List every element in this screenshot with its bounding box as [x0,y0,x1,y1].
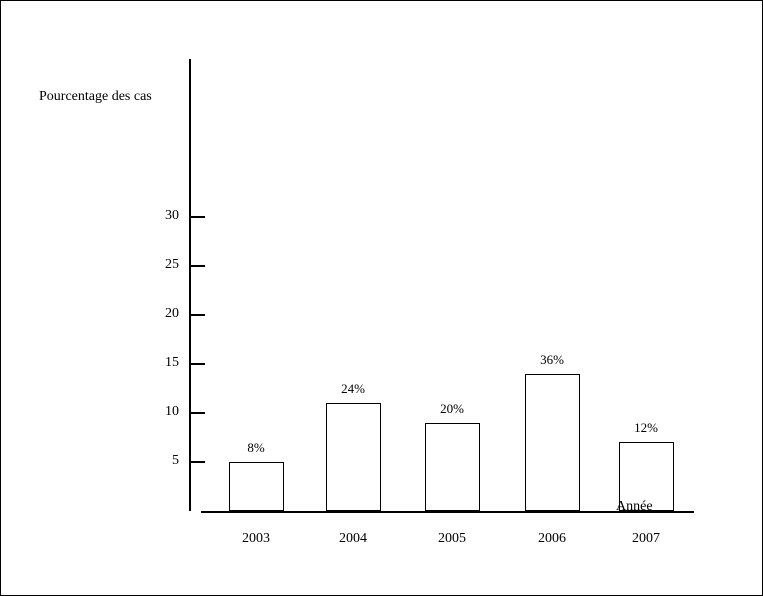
y-axis-title: Pourcentage des cas [39,89,152,105]
y-axis-line [189,59,191,511]
x-tick-label: 2003 [226,531,286,547]
bar-value-label: 20% [422,401,482,417]
y-tick-label: 20 [139,306,179,322]
y-tick [191,363,205,365]
bar [525,374,580,511]
bar-value-label: 8% [226,440,286,456]
y-tick [191,461,205,463]
x-tick-label: 2007 [616,531,676,547]
y-tick [191,314,205,316]
y-tick-label: 30 [139,208,179,224]
y-tick-label: 5 [139,453,179,469]
x-axis-title: Année [616,499,653,515]
chart-frame: Pourcentage des cas 5 10 15 20 25 30 8% 2003 24… [0,0,763,596]
bar-value-label: 36% [522,352,582,368]
bar-value-label: 24% [323,381,383,397]
bar [229,462,284,511]
y-tick-label: 25 [139,257,179,273]
y-tick-label: 15 [139,355,179,371]
y-tick [191,265,205,267]
x-tick-label: 2005 [422,531,482,547]
x-tick-label: 2006 [522,531,582,547]
y-tick-label: 10 [139,404,179,420]
y-tick [191,216,205,218]
y-tick [191,412,205,414]
x-tick-label: 2004 [323,531,383,547]
bar [326,403,381,511]
bar [425,423,480,511]
bar-value-label: 12% [616,420,676,436]
